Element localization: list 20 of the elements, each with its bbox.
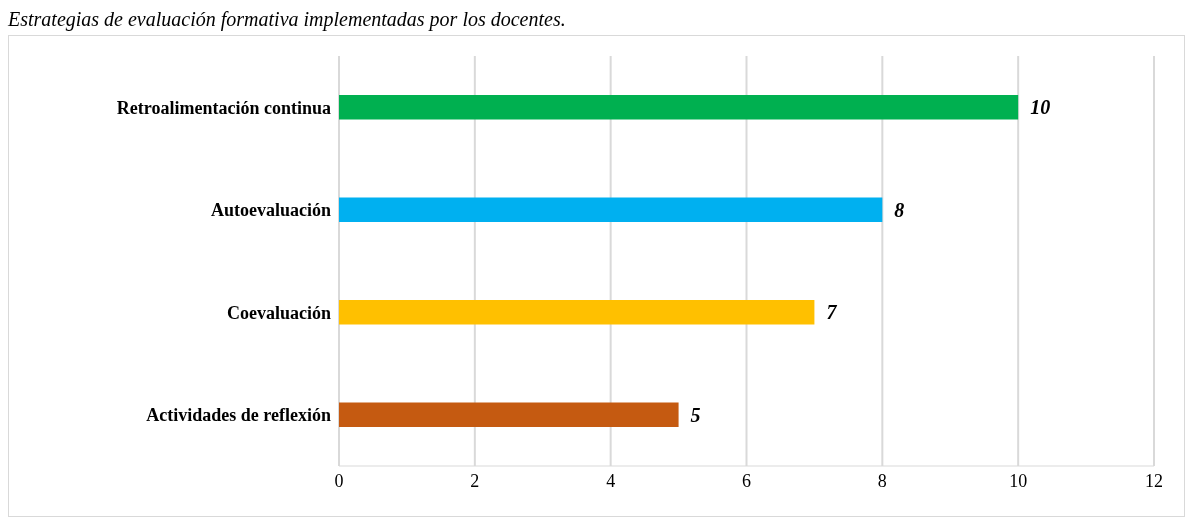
- y-tick-label: Autoevaluación: [210, 200, 331, 221]
- y-tick-label: Retroalimentación continua: [116, 97, 331, 118]
- x-tick-label: 6: [742, 470, 751, 491]
- x-tick-label: 10: [1009, 470, 1028, 491]
- data-label: 10: [1030, 96, 1051, 119]
- data-label: 8: [894, 198, 905, 221]
- x-tick-label: 0: [334, 470, 344, 491]
- data-label: 7: [826, 301, 838, 324]
- y-tick-label: Coevaluación: [226, 302, 331, 323]
- bar: [339, 402, 679, 428]
- y-tick-label: Actividades de reflexión: [146, 405, 331, 426]
- x-tick-label: 12: [1145, 470, 1163, 491]
- bar: [339, 94, 1019, 120]
- data-label: 5: [690, 403, 701, 426]
- x-tick-label: 4: [606, 470, 616, 491]
- bar: [339, 197, 883, 223]
- x-tick-label: 2: [470, 470, 480, 491]
- x-tick-label: 8: [877, 470, 887, 491]
- bar: [339, 299, 815, 325]
- chart-title: Estrategias de evaluación formativa implementadas por los docentes.: [8, 8, 567, 31]
